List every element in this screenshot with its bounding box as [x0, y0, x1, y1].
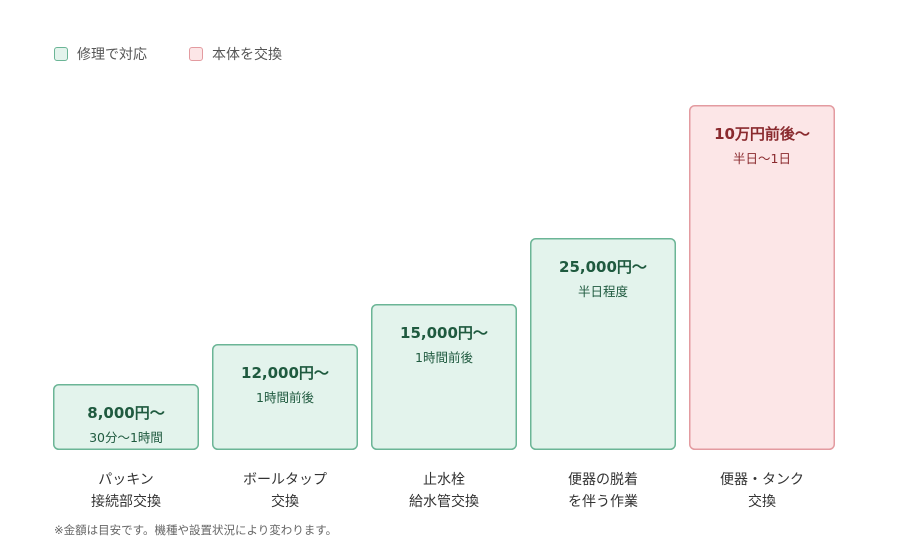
- bar-price-label-5: 10万円前後〜: [714, 125, 810, 143]
- legend-item-repair: 修理で対応: [54, 44, 147, 64]
- bar-4: [530, 238, 676, 450]
- bar-price-label-2: 12,000円〜: [241, 364, 329, 382]
- category-label-4-line-2: を伴う作業: [568, 494, 638, 510]
- bar-price-label-1: 8,000円〜: [87, 404, 164, 422]
- bar-2: [212, 344, 358, 450]
- category-label-5-line-1: 便器・タンク: [720, 472, 804, 488]
- category-label-2-line-1: ボールタップ: [243, 472, 327, 488]
- bar-duration-label-2: 1時間前後: [256, 390, 314, 405]
- legend-label-repair: 修理で対応: [77, 47, 147, 63]
- category-label-1-line-2: 接続部交換: [91, 493, 161, 510]
- legend-item-replace: 本体を交換: [189, 44, 282, 64]
- bar-1: [53, 384, 199, 450]
- bar-3: [371, 304, 517, 450]
- legend-swatch-repair: [54, 47, 68, 61]
- legend-swatch-replace: [189, 47, 203, 61]
- bar-duration-label-1: 30分〜1時間: [89, 430, 163, 445]
- bar-duration-label-5: 半日〜1日: [733, 151, 791, 166]
- category-label-3-line-2: 給水管交換: [409, 493, 479, 510]
- category-label-1-line-1: パッキン: [98, 472, 154, 488]
- bar-price-label-4: 25,000円〜: [559, 258, 647, 276]
- bar-duration-label-3: 1時間前後: [415, 350, 473, 365]
- legend-label-replace: 本体を交換: [212, 47, 282, 63]
- legend: 修理で対応 本体を交換: [54, 44, 324, 64]
- category-label-3-line-1: 止水栓: [423, 472, 465, 488]
- category-label-4-line-1: 便器の脱着: [568, 472, 638, 488]
- footnote: ※金額は目安です。機種や設置状況により変わります。: [54, 523, 338, 537]
- bar-price-label-3: 15,000円〜: [400, 324, 488, 342]
- bar-duration-label-4: 半日程度: [578, 284, 629, 299]
- category-label-2-line-2: 交換: [271, 493, 299, 510]
- category-label-5-line-2: 交換: [748, 493, 776, 510]
- bar-5: [689, 105, 835, 450]
